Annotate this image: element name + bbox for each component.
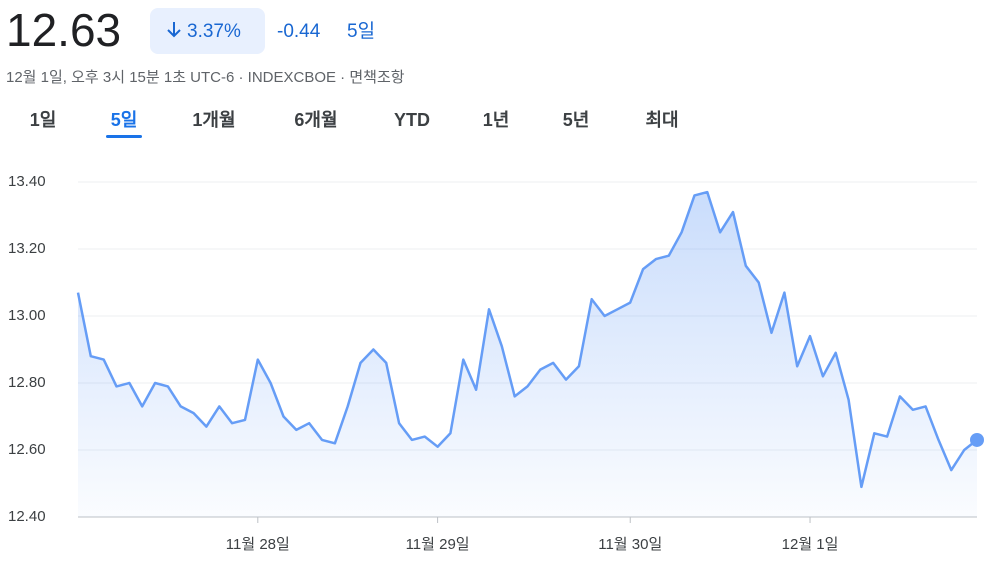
period: 5일 [347,20,375,42]
subtitle: 12월 1일, 오후 3시 15분 1초 UTC-6 · INDEXCBOE ·… [6,69,405,86]
x-tick-label: 11월 30일 [598,536,662,553]
tab[interactable]: 1년 [483,110,510,130]
tab[interactable]: 1개월 [192,110,235,130]
tab[interactable]: 1일 [30,110,57,130]
line [76,190,978,489]
area [78,192,977,517]
y-tick-label: 13.20 [8,240,46,257]
y-tick-label: 13.40 [8,173,46,190]
tab[interactable]: 6개월 [294,110,337,130]
x-tick-label: 11월 28일 [226,536,290,553]
change: -0.44 [277,21,321,42]
tab[interactable]: 5일 [111,110,138,130]
tab[interactable]: YTD [394,110,430,130]
y-tick-label: 13.00 [8,307,46,324]
last-point [970,432,984,447]
change-percent: 3.37% [187,21,241,42]
y-tick-label: 12.60 [8,441,46,458]
x-tick-label: 12월 1일 [782,536,839,553]
tab[interactable]: 5년 [563,110,590,130]
tab-underline [106,135,142,138]
down-arrow [167,22,181,38]
price: 12.63 [6,4,121,56]
y-tick-label: 12.40 [8,508,46,525]
x-tick-label: 11월 29일 [406,536,470,553]
y-tick-label: 12.80 [8,374,46,391]
change-badge [150,8,265,54]
tab[interactable]: 최대 [645,110,678,130]
